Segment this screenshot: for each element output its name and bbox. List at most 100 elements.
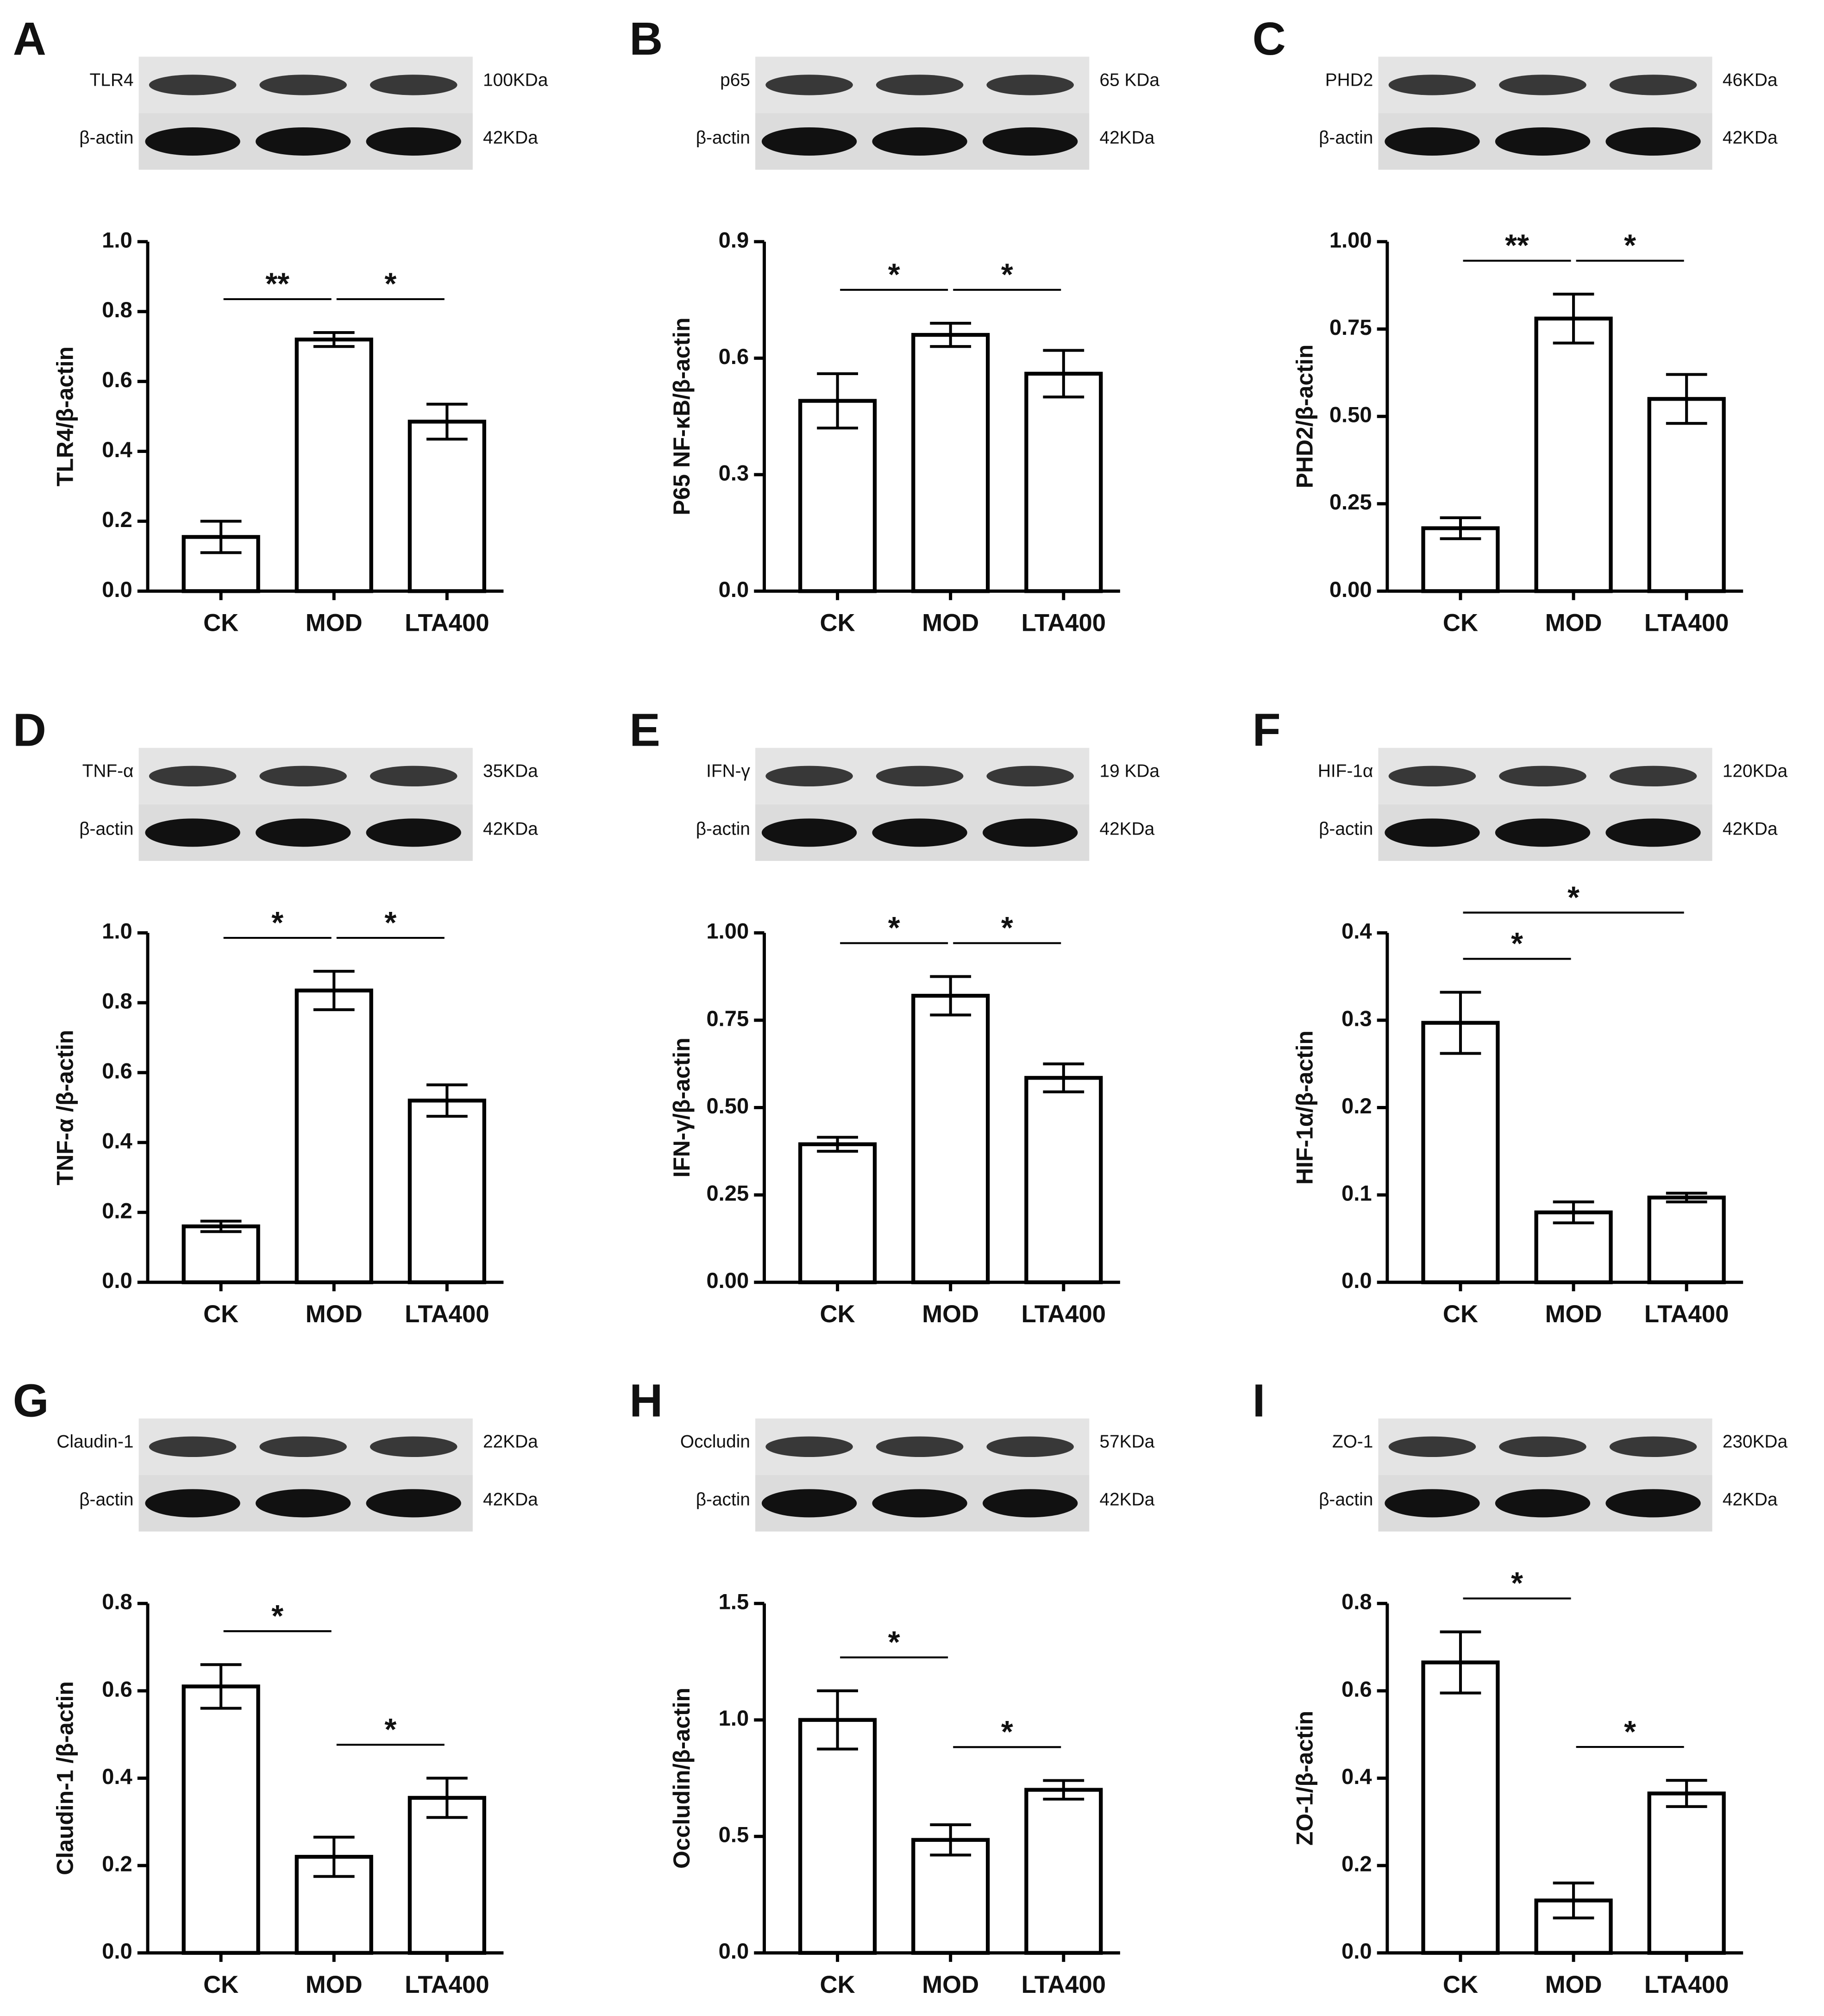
x-tick-label: CK (820, 1971, 855, 1998)
y-tick-label: 0.8 (102, 1589, 132, 1614)
significance-label: * (384, 1713, 396, 1747)
bar (1024, 371, 1103, 593)
blot-label: β-actin (1319, 1490, 1373, 1510)
x-tick-label: CK (203, 609, 238, 636)
x-tick-label: LTA400 (1022, 1300, 1106, 1328)
blot-band (1605, 127, 1701, 156)
error-bar (1043, 349, 1084, 399)
y-tick-label: 0.8 (1341, 1589, 1372, 1614)
y-tick-label: 0.4 (1341, 1764, 1372, 1789)
blot-band (765, 766, 853, 786)
blot-band (370, 1436, 458, 1457)
blot-band (1499, 75, 1586, 95)
y-tick-label: 0.4 (102, 1764, 132, 1789)
blot-label: HIF-1α (1318, 761, 1373, 781)
x-tick-label: CK (1443, 1971, 1478, 1998)
bar (182, 1224, 260, 1284)
blot-band (761, 1489, 857, 1518)
significance-label: * (888, 911, 900, 945)
panel-letter: G (13, 1375, 49, 1427)
blot-band (1495, 818, 1591, 847)
y-tick-label: 0.4 (1341, 919, 1372, 943)
blot-label: Occludin (680, 1432, 750, 1452)
x-tick-label: CK (820, 609, 855, 636)
blot-band (1605, 1489, 1701, 1518)
significance-label: * (888, 258, 900, 292)
x-tick-label: LTA400 (1644, 1300, 1729, 1328)
blot-label: Claudin-1 (56, 1432, 133, 1452)
y-tick-label: 0.1 (1341, 1181, 1372, 1206)
blot-band (145, 127, 240, 156)
blot-band (1609, 1436, 1697, 1457)
significance-label: * (1001, 911, 1013, 945)
error-bar (1043, 1779, 1084, 1801)
bar (182, 1684, 260, 1955)
significance-label: * (1511, 1566, 1523, 1601)
panel-letter: B (629, 13, 663, 65)
bar (295, 337, 373, 593)
blot-label: β-actin (696, 1490, 750, 1510)
y-tick-label: 0.00 (706, 1268, 749, 1293)
blot-band (149, 1436, 237, 1457)
error-bar (313, 1835, 355, 1878)
error-bar (1666, 1192, 1707, 1204)
error-bar (1666, 373, 1707, 425)
significance-label: * (1001, 258, 1013, 292)
y-tick-label: 1.00 (1329, 227, 1372, 252)
panel-letter: E (629, 705, 660, 756)
bar (1421, 1021, 1500, 1284)
y-tick-label: 0.2 (102, 507, 132, 532)
y-tick-label: 0.25 (1329, 490, 1372, 514)
panel-letter: I (1253, 1375, 1266, 1427)
blot-size: 230KDa (1723, 1432, 1788, 1452)
x-tick-label: LTA400 (1022, 1971, 1106, 1998)
y-tick-label: 0.3 (1341, 1006, 1372, 1030)
blot-label: p65 (720, 70, 750, 90)
significance-label: * (1567, 880, 1580, 915)
y-tick-label: 0.0 (102, 1268, 132, 1293)
blot-size: 42KDa (1723, 1490, 1778, 1510)
y-tick-label: 0.0 (719, 1939, 749, 1963)
blot-size: 120KDa (1723, 761, 1788, 781)
y-tick-label: 0.2 (1341, 1852, 1372, 1876)
blot-band (366, 1489, 461, 1518)
x-tick-label: CK (203, 1971, 238, 1998)
blot-band (872, 1489, 967, 1518)
blot-size: 57KDa (1099, 1432, 1154, 1452)
blot-band (876, 75, 964, 95)
blot-band (149, 75, 237, 95)
error-bar (1440, 1630, 1481, 1695)
bar (182, 535, 260, 593)
blot-band (1385, 1489, 1480, 1518)
y-tick-label: 0.0 (1341, 1268, 1372, 1293)
y-axis-label: P65 NF-κB/β-actin (669, 317, 695, 515)
blot-size: 19 KDa (1099, 761, 1160, 781)
blot-band (872, 818, 967, 847)
blot-band (761, 127, 857, 156)
significance-label: * (1511, 927, 1523, 961)
bar (1647, 1791, 1726, 1955)
blot-band (370, 75, 458, 95)
y-tick-label: 0.9 (719, 227, 749, 252)
panel-letter: H (629, 1375, 663, 1427)
y-tick-label: 0.75 (706, 1006, 749, 1030)
y-axis-label: IFN-γ/β-actin (669, 1037, 695, 1177)
blot-size: 42KDa (483, 819, 538, 839)
y-axis-label: Occludin/β-actin (669, 1688, 695, 1869)
error-bar (1440, 991, 1481, 1055)
y-tick-label: 0.0 (1341, 1939, 1372, 1963)
significance-label: ** (265, 267, 289, 301)
bar (1647, 1195, 1726, 1284)
bar (407, 420, 486, 593)
blot-band (145, 1489, 240, 1518)
blot-band (986, 1436, 1074, 1457)
error-bar (930, 975, 972, 1017)
blot-size: 42KDa (1723, 128, 1778, 148)
y-tick-label: 0.6 (102, 1677, 132, 1701)
blot-label: IFN-γ (706, 761, 750, 781)
blot-band (256, 127, 351, 156)
significance-label: * (1624, 229, 1636, 263)
blot-size: 42KDa (1099, 128, 1154, 148)
blot-size: 42KDa (1099, 819, 1154, 839)
x-tick-label: LTA400 (1644, 1971, 1729, 1998)
